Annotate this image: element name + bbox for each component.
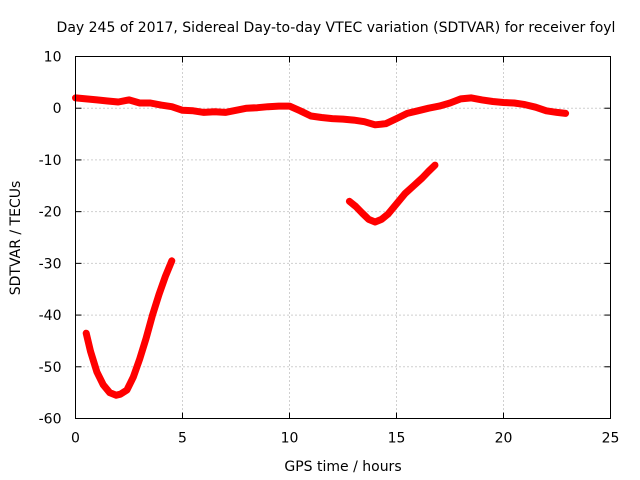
x-tick-label: 25 bbox=[602, 431, 620, 447]
y-tick-label: 10 bbox=[44, 50, 62, 66]
y-tick-labels: 10 0 -10 -20 -30 -40 -50 -60 bbox=[39, 50, 62, 428]
series-line-satellite-track-2 bbox=[345, 161, 439, 226]
y-tick-label: 0 bbox=[53, 101, 62, 117]
x-tick-label: 0 bbox=[71, 431, 80, 447]
series-line-satellite-track-1 bbox=[82, 257, 176, 399]
axis-ticks bbox=[75, 56, 611, 419]
y-tick-label: -30 bbox=[39, 256, 62, 272]
x-tick-labels: 0 5 10 15 20 25 bbox=[71, 431, 619, 447]
y-tick-label: -20 bbox=[39, 205, 62, 221]
data-series bbox=[72, 94, 570, 399]
y-tick-label: -60 bbox=[39, 412, 62, 428]
x-tick-label: 20 bbox=[495, 431, 513, 447]
y-tick-label: -50 bbox=[39, 360, 62, 376]
chart-title: Day 245 of 2017, Sidereal Day-to-day VTE… bbox=[57, 20, 616, 36]
y-tick-label: -10 bbox=[39, 153, 62, 169]
y-tick-label: -40 bbox=[39, 308, 62, 324]
x-tick-label: 10 bbox=[281, 431, 299, 447]
plot-frame bbox=[75, 56, 611, 419]
y-axis-label: SDTVAR / TECUs bbox=[8, 181, 24, 296]
series-line-satellite-track-3 bbox=[72, 94, 570, 129]
x-axis-label: GPS time / hours bbox=[284, 459, 401, 475]
x-tick-label: 15 bbox=[388, 431, 406, 447]
grid-lines bbox=[75, 56, 611, 419]
x-tick-label: 5 bbox=[178, 431, 187, 447]
